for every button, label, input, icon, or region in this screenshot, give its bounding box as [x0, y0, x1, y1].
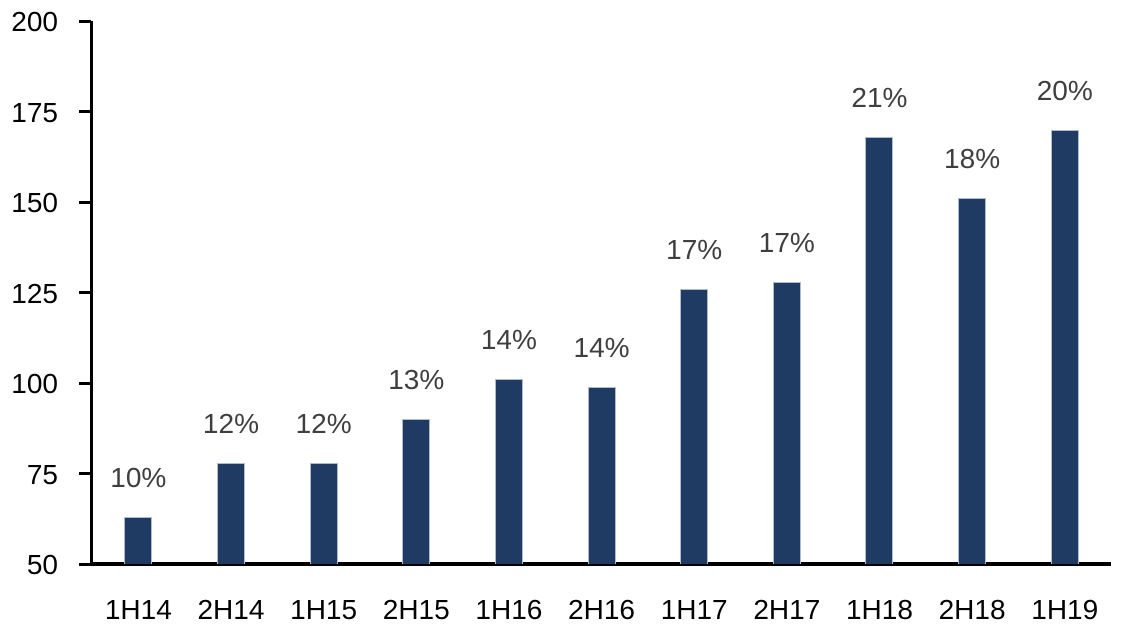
x-tick-label: 2H18: [938, 594, 1006, 625]
y-tick-label: 150: [11, 187, 58, 218]
x-axis-line: [90, 562, 1111, 566]
bar-column: 10%: [92, 21, 185, 564]
x-tick-label: 2H17: [753, 594, 821, 625]
bar-value-label: 13%: [388, 364, 445, 396]
y-tick-label: 100: [11, 368, 58, 399]
x-tick-label: 1H19: [1031, 594, 1099, 625]
bar-column: 20%: [1018, 21, 1111, 564]
bar-column: 18%: [926, 21, 1019, 564]
bar-column: 21%: [833, 21, 926, 564]
bar-value-label: 20%: [1036, 74, 1093, 106]
y-tick-label: 175: [11, 96, 58, 128]
bar-column: 17%: [648, 21, 741, 564]
bar-value-label: 21%: [851, 81, 908, 113]
bar-value-label: 17%: [758, 226, 815, 258]
bar-column: 13%: [370, 21, 463, 564]
bar: [309, 462, 338, 564]
y-tick-mark: [79, 381, 91, 385]
bar: [124, 516, 153, 564]
y-tick-mark: [79, 562, 91, 566]
y-axis-line: [90, 21, 93, 566]
bar: [587, 386, 616, 564]
bar-column: 12%: [277, 21, 370, 564]
bar-value-label: 14%: [480, 324, 537, 356]
x-tick-label: 1H14: [104, 594, 172, 625]
bar-column: 14%: [463, 21, 556, 564]
x-tick-label: 1H15: [290, 594, 358, 625]
bar-column: 12%: [185, 21, 278, 564]
x-tick-label: 1H18: [845, 594, 913, 625]
x-axis-labels: 1H14 2H14 1H15 2H15 1H16 2H16 1H17 2H17 1H18 2H18…: [92, 596, 1111, 624]
y-tick-label: 75: [26, 458, 58, 490]
x-tick-label: 1H17: [660, 594, 728, 625]
y-tick-label: 50: [26, 549, 58, 580]
bar-value-label: 18%: [944, 143, 1001, 175]
y-tick-mark: [79, 110, 91, 113]
bar: [1050, 129, 1079, 564]
bar: [216, 462, 245, 564]
y-tick-mark: [79, 472, 91, 475]
bar-value-label: 12%: [295, 407, 352, 439]
bar-column: 14%: [555, 21, 648, 564]
x-tick-label: 2H15: [382, 594, 450, 625]
bar-value-label: 17%: [666, 233, 723, 265]
bar: [958, 198, 987, 564]
y-tick-label: 125: [11, 277, 58, 309]
bars-container: 10% 12% 12% 13% 14% 14% 17% 17% 21% 18% 20%: [92, 21, 1111, 564]
bar-column: 17%: [740, 21, 833, 564]
bar-value-label: 10%: [110, 461, 167, 493]
x-tick-label: 1H16: [475, 594, 543, 625]
y-tick-mark: [79, 200, 91, 204]
bar: [772, 281, 801, 564]
bar: [865, 136, 894, 564]
bar: [680, 288, 709, 564]
bar: [402, 419, 431, 564]
y-tick-mark: [79, 291, 91, 294]
bar: [494, 379, 523, 564]
x-tick-label: 2H14: [197, 594, 265, 625]
y-tick-label: 200: [11, 6, 58, 37]
bar-value-label: 12%: [202, 407, 259, 439]
x-tick-label: 2H16: [568, 594, 635, 625]
plot-area: 10% 12% 12% 13% 14% 14% 17% 17% 21% 18% 20%: [90, 21, 1111, 566]
y-tick-mark: [79, 19, 91, 23]
bar-value-label: 14%: [573, 331, 630, 363]
